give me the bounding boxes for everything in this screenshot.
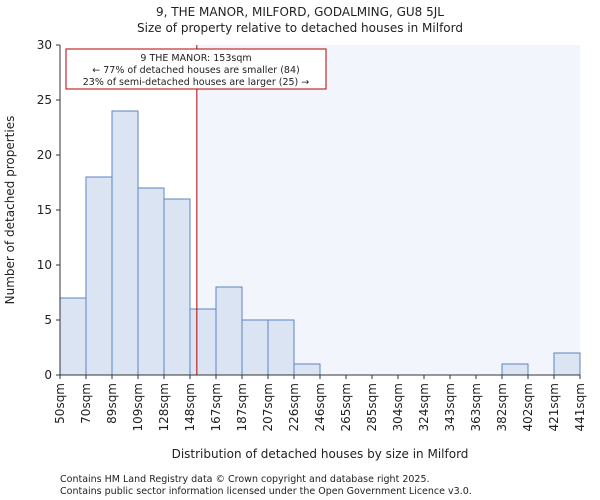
bar-226sqm — [293, 363, 321, 376]
bar-421sqm — [553, 352, 581, 376]
y-tick-label: 15 — [37, 203, 52, 217]
bar-109sqm — [137, 187, 165, 376]
y-tick-label: 5 — [44, 313, 52, 327]
x-tick-label: 402sqm — [521, 383, 535, 431]
x-tick-label: 70sqm — [79, 383, 93, 424]
x-tick-label: 343sqm — [443, 383, 457, 431]
bar-128sqm — [163, 198, 191, 376]
x-tick-label: 324sqm — [417, 383, 431, 431]
x-tick-label: 187sqm — [235, 383, 249, 431]
bar-382sqm — [501, 363, 529, 376]
x-tick-label: 265sqm — [339, 383, 353, 431]
bar-148sqm — [189, 308, 217, 376]
x-tick-label: 304sqm — [391, 383, 405, 431]
x-tick-label: 50sqm — [53, 383, 67, 424]
annotation-line-1: 9 THE MANOR: 153sqm — [140, 53, 251, 64]
x-axis-label: Distribution of detached houses by size … — [172, 447, 469, 461]
annotation-box: 9 THE MANOR: 153sqm ← 77% of detached ho… — [65, 48, 327, 90]
bar-207sqm — [267, 319, 295, 376]
x-tick-label: 148sqm — [183, 383, 197, 431]
x-tick-label: 285sqm — [365, 383, 379, 431]
y-tick-label: 25 — [37, 93, 52, 107]
footer-line-1: Contains HM Land Registry data © Crown c… — [60, 474, 430, 485]
x-tick-label: 363sqm — [469, 383, 483, 431]
annotation-line-2: ← 77% of detached houses are smaller (84… — [92, 65, 299, 76]
y-tick-label: 20 — [37, 148, 52, 162]
x-tick-label: 167sqm — [209, 383, 223, 431]
footer-line-2: Contains public sector information licen… — [60, 486, 472, 497]
x-tick-label: 89sqm — [105, 383, 119, 424]
annotation-frame — [65, 48, 327, 90]
y-tick-label: 30 — [37, 38, 52, 52]
chart-title-line-2: Size of property relative to detached ho… — [137, 21, 463, 35]
annotation-line-3: 23% of semi-detached houses are larger (… — [83, 77, 310, 88]
bar-70sqm — [85, 176, 113, 376]
x-tick-label: 441sqm — [573, 383, 587, 431]
x-tick-label: 128sqm — [157, 383, 171, 431]
x-tick-label: 109sqm — [131, 383, 145, 431]
chart-title-line-1: 9, THE MANOR, MILFORD, GODALMING, GU8 5J… — [156, 5, 444, 19]
y-axis-label: Number of detached properties — [3, 116, 17, 305]
bar-50sqm — [59, 297, 87, 376]
x-tick-label: 421sqm — [547, 383, 561, 431]
x-tick-label: 226sqm — [287, 383, 301, 431]
x-tick-label: 246sqm — [313, 383, 327, 431]
y-tick-label: 0 — [44, 368, 52, 382]
bar-187sqm — [241, 319, 269, 376]
y-tick-label: 10 — [37, 258, 52, 272]
bar-89sqm — [111, 110, 139, 376]
x-tick-label: 207sqm — [261, 383, 275, 431]
bar-167sqm — [215, 286, 243, 376]
x-tick-label: 382sqm — [495, 383, 509, 431]
